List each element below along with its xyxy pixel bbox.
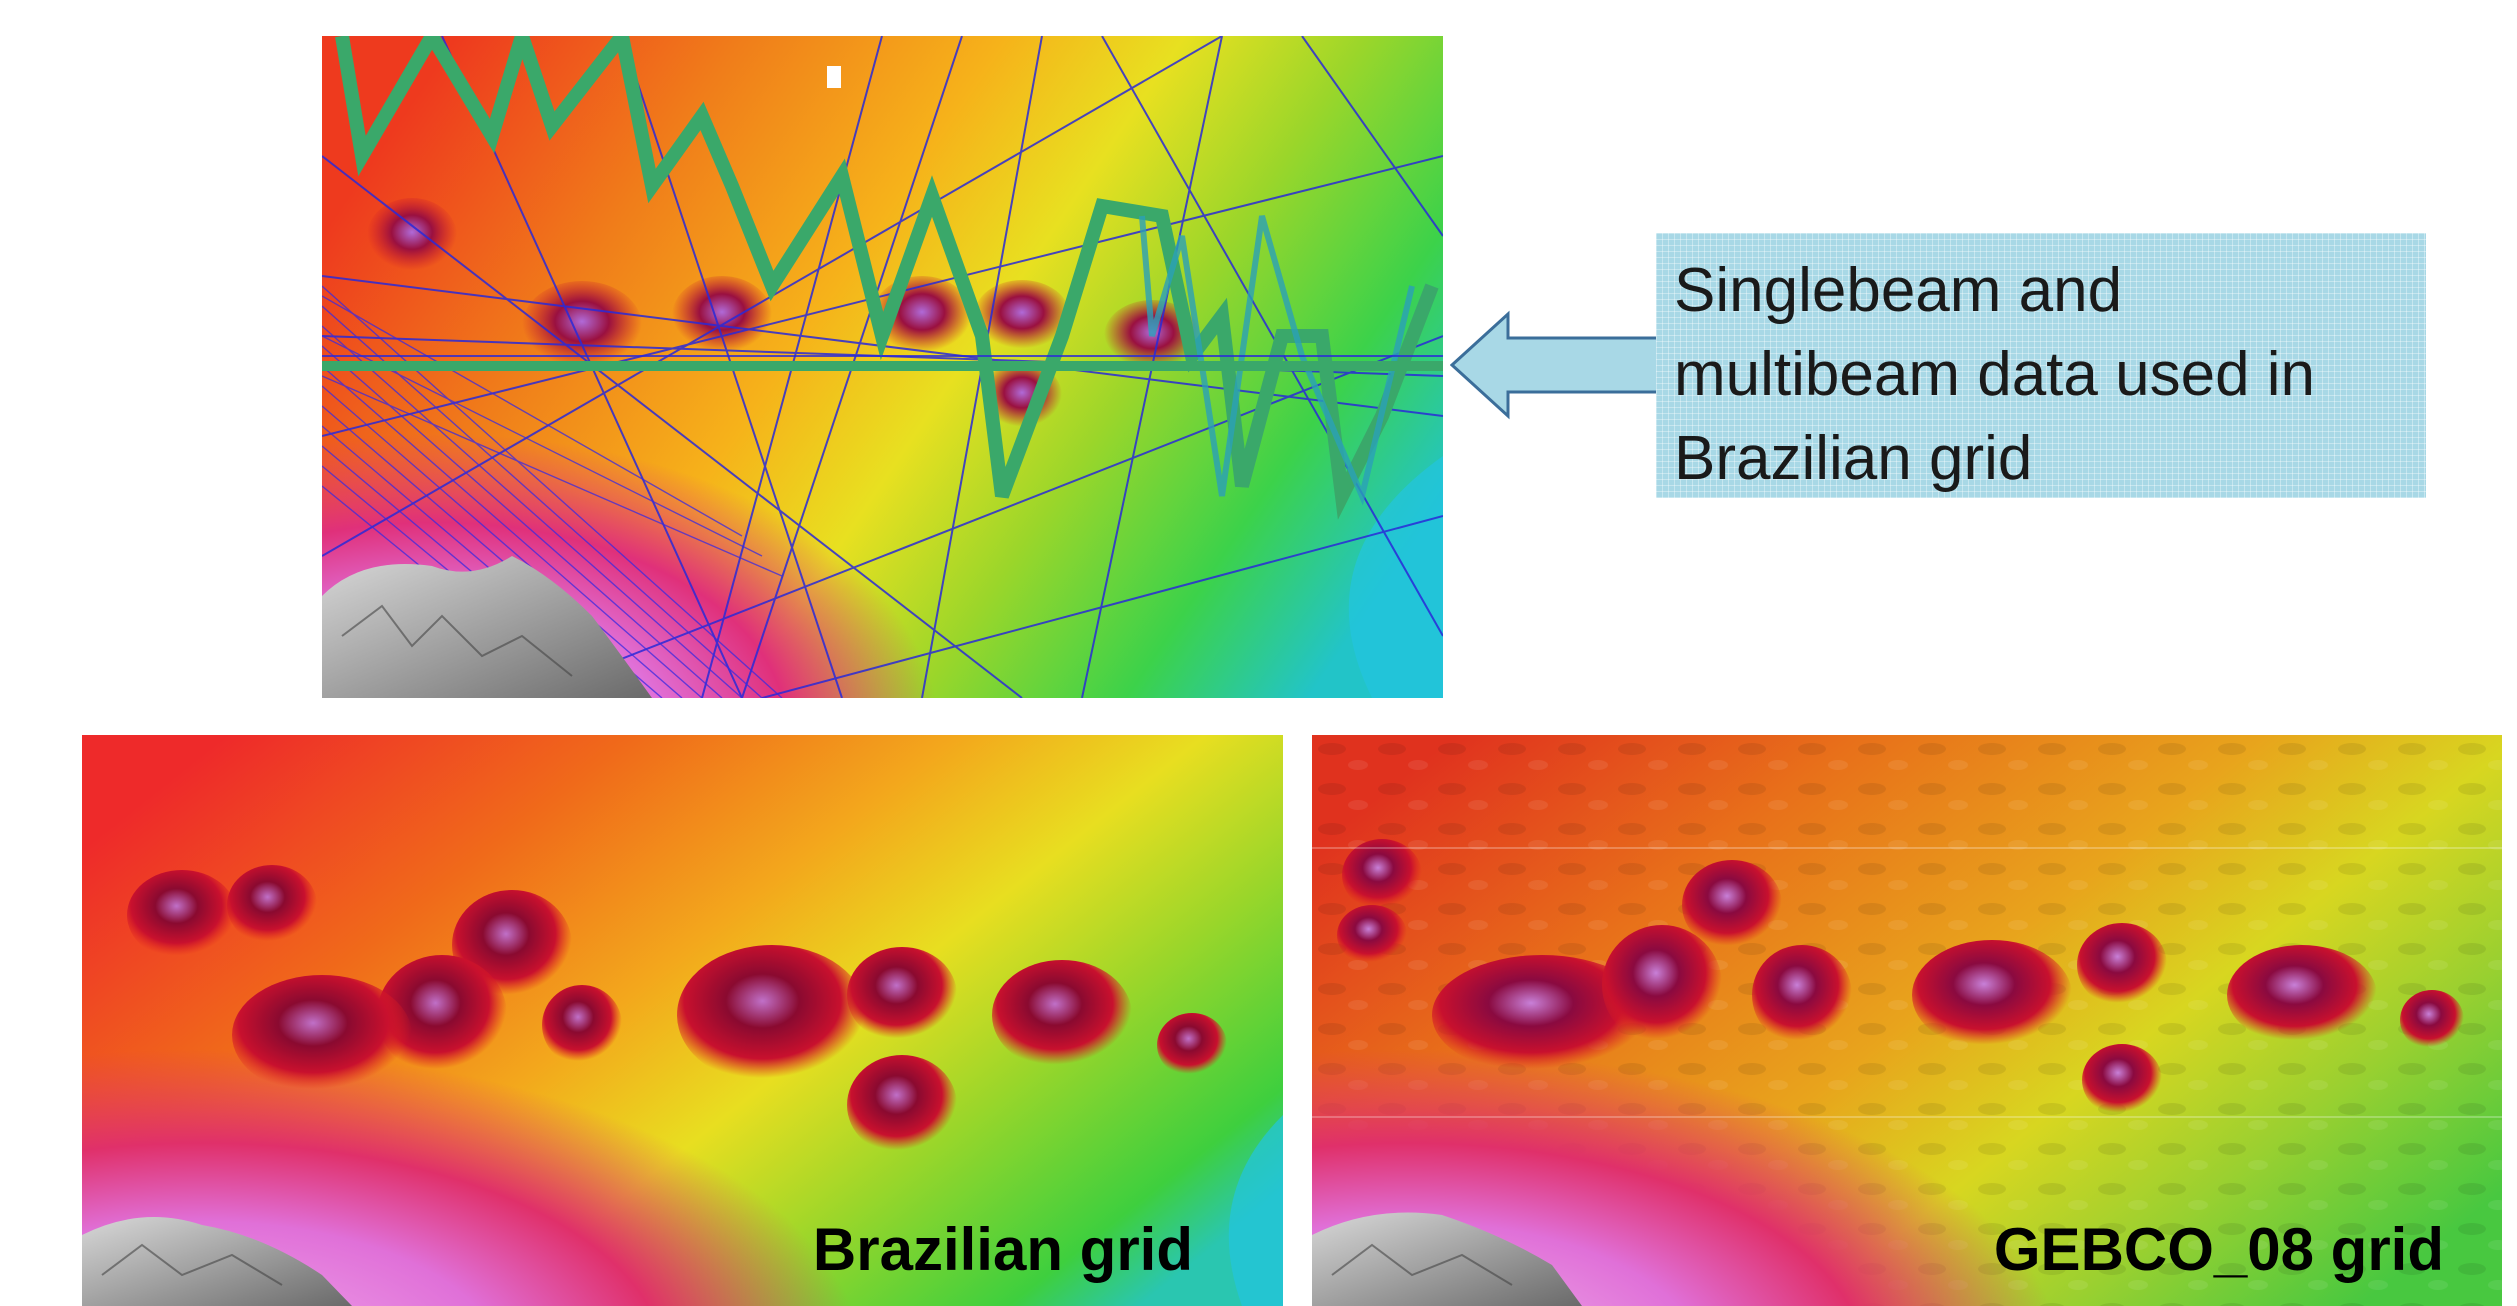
gebco-grid-image	[1312, 735, 2502, 1306]
gebco-grid-caption: GEBCO_08 grid	[1993, 1216, 2444, 1283]
callout-text: Singlebeam and multibeam data used in Br…	[1674, 256, 2316, 493]
left-arrow-icon	[1450, 310, 1660, 420]
survey-tracks-map	[322, 36, 1443, 698]
brazilian-grid-caption: Brazilian grid	[812, 1216, 1193, 1283]
callout-box: Singlebeam and multibeam data used in Br…	[1656, 233, 2426, 498]
brazilian-grid-map: Brazilian grid	[82, 735, 1283, 1306]
gebco-grid-map: GEBCO_08 grid	[1312, 735, 2502, 1306]
brazilian-grid-image	[82, 735, 1283, 1306]
survey-tracks-map-image	[322, 36, 1443, 698]
